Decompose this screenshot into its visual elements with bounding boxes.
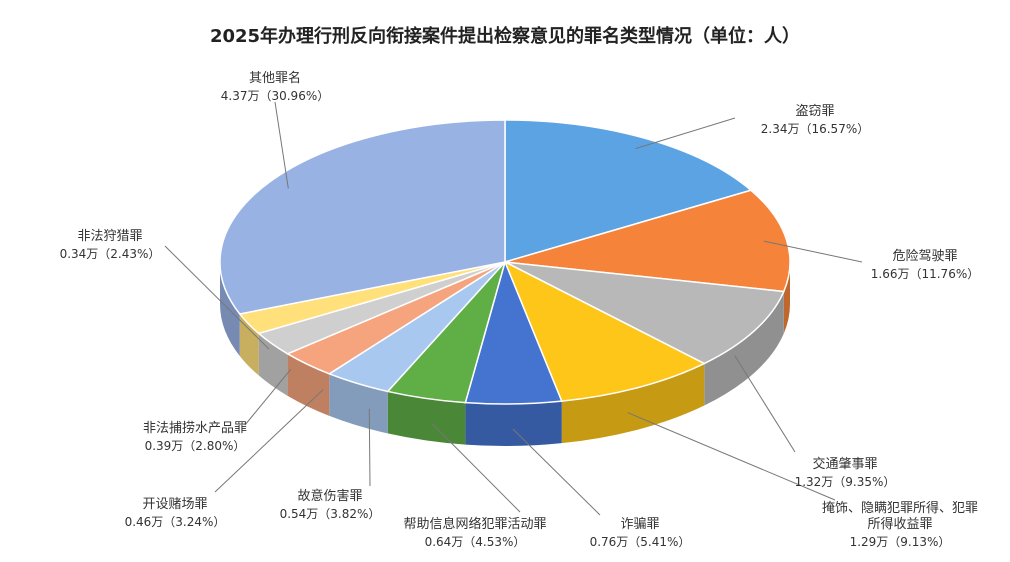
slice-label-value-1: 1.66万（11.76%） (871, 267, 979, 281)
slice-side-6 (329, 373, 388, 434)
slice-label-name-10: 其他罪名 (249, 70, 301, 86)
slice-labels: 盗窃罪 2.34万（16.57%） 危险驾驶罪 1.66万（11.76%） 交通肇事罪 1… (60, 70, 980, 549)
slice-side-3 (561, 363, 705, 444)
leader-lines (164, 101, 863, 516)
slice-label-name-0: 盗窃罪 (795, 103, 834, 119)
slice-side-2 (704, 291, 784, 406)
slice-side-5 (387, 391, 466, 445)
slice-label-value-7: 0.46万（3.24%） (125, 515, 226, 529)
slice-label-name-3: 所得收益罪 (867, 516, 932, 532)
slice-label-name-4: 诈骗罪 (620, 517, 659, 532)
pie-tops (219, 119, 791, 405)
leader-line-3 (627, 412, 836, 501)
slice-side-10 (220, 262, 240, 356)
leader-line-10 (274, 101, 289, 189)
slice-label-name-2: 交通肇事罪 (812, 456, 877, 472)
slice-side-8 (258, 333, 288, 396)
slice-label-name-5: 帮助信息网络犯罪活动罪 (403, 516, 546, 532)
slice-label-value-0: 2.34万（16.57%） (761, 122, 869, 136)
slice-1 (504, 189, 791, 293)
pie-sides (220, 262, 790, 446)
chart-title: 2025年办理行刑反向衔接案件提出检察意见的罪名类型情况（单位：人） (210, 25, 800, 47)
leader-line-9 (164, 245, 270, 350)
slice-label-value-4: 0.76万（5.41%） (590, 535, 691, 549)
slice-10 (219, 119, 506, 315)
slice-label-name-9: 非法狩猎罪 (77, 229, 142, 244)
slice-label-value-3: 1.29万（9.13%） (850, 535, 951, 549)
slice-label-name-8: 非法捕捞水产品罪 (143, 420, 247, 436)
leader-line-0 (635, 117, 736, 150)
slice-2 (504, 261, 785, 365)
slice-label-name-3: 掩饰、隐瞒犯罪所得、犯罪 (822, 500, 978, 516)
leader-line-7 (214, 389, 324, 493)
leader-line-4 (512, 428, 601, 516)
leader-line-1 (763, 240, 863, 263)
slice-label-value-8: 0.39万（2.80%） (145, 439, 246, 453)
slice-label-name-7: 开设赌场罪 (142, 497, 207, 512)
slice-label-value-10: 4.37万（30.96%） (221, 89, 329, 103)
slice-label-name-1: 危险驾驶罪 (892, 249, 957, 264)
slice-side-4 (465, 401, 562, 446)
slice-label-value-6: 0.54万（3.82%） (280, 507, 381, 521)
leader-line-2 (734, 355, 796, 453)
slice-label-value-2: 1.32万（9.35%） (795, 475, 896, 489)
slice-label-name-6: 故意伤害罪 (297, 488, 362, 504)
leader-line-8 (244, 368, 292, 426)
leader-line-6 (368, 408, 371, 487)
leader-line-5 (431, 423, 521, 513)
slice-0 (504, 119, 753, 264)
slice-3 (503, 260, 706, 402)
slice-label-value-9: 0.34万（2.43%） (60, 247, 161, 261)
slice-side-7 (287, 353, 330, 416)
slice-label-value-5: 0.64万（4.53%） (425, 535, 526, 549)
